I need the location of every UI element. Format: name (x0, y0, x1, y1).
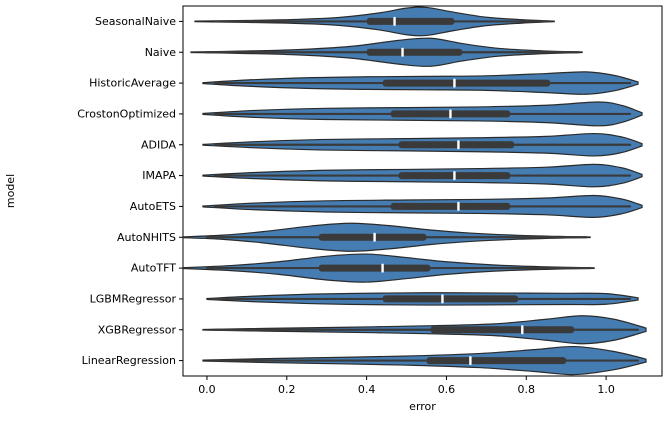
y-tick-label: AutoTFT (131, 262, 176, 275)
iqr-box (430, 326, 575, 334)
median-tick (449, 109, 452, 119)
y-tick-label: SeasonalNaive (95, 15, 176, 28)
iqr-box (382, 295, 519, 303)
y-tick-label: IMAPA (142, 169, 176, 182)
median-tick (453, 78, 456, 88)
iqr-box (382, 79, 551, 87)
x-axis-title: error (409, 400, 436, 413)
y-tick-label: LinearRegression (82, 354, 176, 367)
x-tick-label: 0.4 (358, 383, 376, 396)
median-tick (373, 232, 376, 242)
y-tick-label: HistoricAverage (89, 77, 176, 90)
y-tick-label: ADIDA (141, 138, 177, 151)
iqr-box (366, 48, 463, 56)
median-tick (457, 201, 460, 211)
x-tick-label: 0.8 (518, 383, 536, 396)
iqr-box (426, 357, 567, 365)
median-tick (393, 16, 396, 26)
x-tick-label: 1.0 (597, 383, 615, 396)
iqr-box (366, 17, 455, 25)
median-tick (441, 294, 444, 304)
y-tick-label: LGBMRegressor (90, 292, 177, 305)
iqr-box (318, 264, 431, 272)
y-tick-label: AutoNHITS (117, 231, 176, 244)
y-tick-label: Naive (145, 46, 177, 59)
median-tick (469, 356, 472, 366)
x-tick-label: 0.2 (278, 383, 296, 396)
x-tick-label: 0.6 (438, 383, 456, 396)
median-tick (401, 47, 404, 57)
median-tick (521, 325, 524, 335)
y-tick-label: CrostonOptimized (77, 107, 176, 120)
plot-frame (182, 5, 663, 377)
y-axis-title: model (4, 174, 17, 208)
median-tick (381, 263, 384, 273)
y-tick-label: XGBRegressor (98, 323, 177, 336)
median-tick (457, 140, 460, 150)
x-tick-label: 0.0 (198, 383, 216, 396)
iqr-box (390, 202, 511, 210)
y-tick-label: AutoETS (130, 200, 176, 213)
iqr-box (398, 141, 515, 149)
median-tick (453, 171, 456, 181)
iqr-box (318, 233, 427, 241)
